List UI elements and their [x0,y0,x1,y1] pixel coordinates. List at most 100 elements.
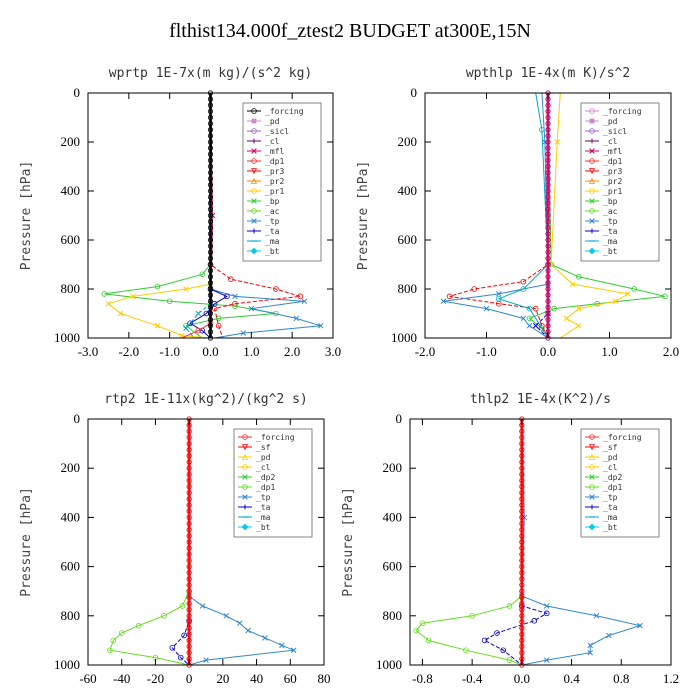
panel-0-ytick-label: 1000 [54,330,80,345]
panel-2-xtick-label: -40 [113,671,130,686]
panel-3-legend-label: _bt [603,523,618,532]
panel-3-central-marker [519,613,525,619]
panel-2-series-point [290,647,297,653]
panel-1-series-point [520,278,527,285]
panel-2-xtick-label: 40 [250,671,263,686]
panel-2-central-marker [186,637,192,644]
panel-1-legend-label: _pd [603,117,618,126]
panel-1-central-marker [545,163,551,170]
panel-2-series-point [262,635,268,641]
panel-0-central-marker [207,292,214,298]
panel-3-frame [409,418,672,666]
panel-3-legend-marker [588,523,596,531]
panel-0-central-marker [207,127,214,133]
panel-0-central-marker [207,188,214,194]
panel-2-ytick-label: 1000 [54,657,80,672]
panel-3-series-point [543,603,550,609]
panel-0-legend-marker [251,138,257,144]
panel-0-xtick-label: -1.0 [159,344,180,359]
panel-3-central-marker [519,471,525,477]
panel-1-series-point [612,298,619,305]
panel-3-series-point [463,647,469,654]
panel-2-legend-label: _forcing [256,433,295,442]
panel-3-central-marker [519,570,525,576]
panel-2-series-point [161,612,167,619]
panel-0-series-line [107,93,211,339]
panel-3-central-marker [519,459,525,465]
panel-0-central-marker [207,243,214,249]
panel-1-legend-label: _mfl [603,147,622,156]
panel-0-legend-marker [251,118,257,124]
panel-1-legend-label: _pr2 [603,177,622,186]
panel-3-central-marker [519,533,525,539]
panel-0-central-marker [207,274,214,280]
panel-3-central-marker [519,440,525,447]
panel-1-central-marker [545,108,551,114]
panel-1-central-marker [545,292,551,298]
panel-2-series-point [118,630,125,636]
panel-1-legend-marker [589,228,595,234]
panel-0-series-line [210,93,301,339]
panel-3-series-point [481,637,488,644]
panel-1-series-point [551,305,557,312]
panel-1-series-point [496,291,502,297]
panel-0-legend-label: _dp1 [265,157,284,166]
panel-0-series-point [232,293,238,300]
panel-0-series-point [154,283,161,290]
panel-2-central-marker [186,496,192,502]
panel-3-central-marker [519,582,525,588]
panel-1-series-point [625,291,631,297]
panel-3-legend-marker [589,434,595,440]
panel-1-central-marker [545,102,551,108]
panel-1-series-point [569,281,576,287]
panel-2-central-marker [186,619,192,625]
panel-1-series-point [575,305,582,312]
panel-0-central-marker [207,151,214,157]
panel-0-central-marker [207,157,214,163]
panel-0-ytick-label: 0 [74,85,81,100]
panel-3-legend-label: _ma [603,513,618,522]
panel-0-central-marker [207,268,214,274]
panel-2-series-point [169,644,176,651]
panel-1-legend-label: _cl [603,137,618,146]
panel-0-title: wprtp 1E-7x(m kg)/(s^2 kg) [109,66,313,81]
panel-0-series-point [232,300,238,307]
panel-1-xtick-label: 2.0 [663,344,679,359]
panel-1-xtick-label: -2.0 [415,344,436,359]
panel-2-central-marker [186,539,192,545]
panel-0-central-marker [207,145,214,151]
panel-1-central-marker [545,127,551,133]
panel-1-central-marker [545,304,551,310]
panel-1-central-marker [545,182,551,188]
panel-0-series-point [224,293,230,300]
panel-1-legend-label: _ma [603,237,618,246]
panel-2-legend-label: _ta [256,503,271,512]
panel-3-legend-label: _tp [603,493,618,502]
panel-3-central-marker [519,588,525,594]
panel-3-series-line [483,419,548,666]
panel-0-legend-label: _pr3 [265,167,284,176]
panel-0-series-point [183,286,189,292]
panel-2-series-point [279,642,285,649]
panel-2-central-marker [186,600,192,607]
panel-0-series-point [228,276,234,283]
panel-0-legend-label: _pd [265,117,280,126]
panel-1-legend-marker [589,208,595,214]
panel-1-series-point [575,273,582,280]
panel-0-central-marker [207,225,214,231]
panel-0-xtick-label: 1.0 [243,344,259,359]
panel-2-central-marker [186,607,192,613]
panel-1-series-point [631,286,637,292]
panel-1-xtick-label: -1.0 [476,344,497,359]
panel-2-ytick-label: 600 [61,559,81,574]
panel-0-legend-label: _pr2 [265,177,284,186]
panel-3-series-point [506,657,513,663]
panel-0-central-marker [207,310,214,317]
panel-2-legend-marker [242,434,248,440]
panel-3-central-marker [519,643,525,650]
panel-2-central-marker [186,527,192,533]
panel-0-central-marker [207,170,214,176]
panel-0-series-point [101,291,108,297]
panel-3-central-marker [519,625,525,631]
panel-0-legend-marker [251,128,257,134]
